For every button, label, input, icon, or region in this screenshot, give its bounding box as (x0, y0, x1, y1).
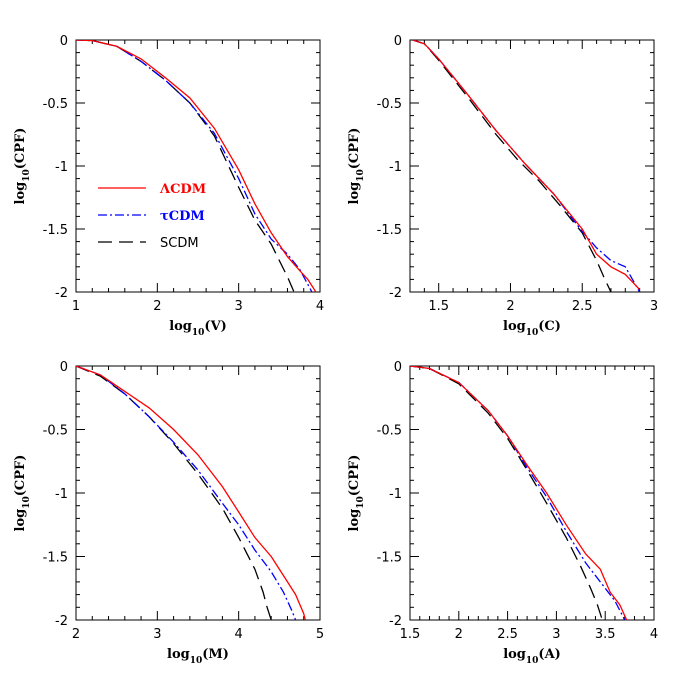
x-tick-label: 3 (552, 627, 560, 642)
series-line-lcdm (410, 366, 628, 620)
x-tick-label: 3 (235, 299, 243, 314)
legend: ΛCDM τCDM SCDM (98, 182, 206, 251)
y-tick-label: 0 (394, 360, 402, 375)
y-tick-label: -1.5 (43, 551, 68, 566)
plot-frame (409, 39, 655, 293)
y-tick-label: -2 (55, 286, 68, 301)
x-tick-label: 3 (153, 627, 161, 642)
x-axis-label: log10(M) (167, 647, 229, 666)
series-line-lcdm (76, 40, 317, 292)
y-tick-label: 0 (394, 34, 402, 49)
x-tick-label: 4 (650, 627, 658, 642)
y-tick-label: -2 (55, 614, 68, 629)
x-tick-label: 2 (455, 627, 463, 642)
y-axis-label: log10(CPF) (13, 455, 32, 532)
x-tick-label: 1.5 (400, 627, 421, 642)
y-tick-label: -2 (389, 614, 402, 629)
series-line-lcdm (76, 366, 307, 620)
x-axis-label: log10(A) (503, 647, 561, 666)
y-tick-label: -1.5 (377, 223, 402, 238)
y-axis-label: log10(CPF) (347, 455, 366, 532)
y-tick-label: -0.5 (377, 424, 402, 439)
y-tick-label: -0.5 (43, 97, 68, 112)
y-tick-label: -2 (389, 286, 402, 301)
x-tick-label: 4 (316, 299, 324, 314)
y-axis-label: log10(CPF) (347, 128, 366, 205)
y-tick-label: -0.5 (43, 424, 68, 439)
y-tick-label: -0.5 (377, 97, 402, 112)
x-tick-label: 4 (235, 627, 243, 642)
chart-panel-3: 2 3 4 5 0 -0.5 -1 -1.5 -2 log10(M) log10(CPF) (13, 360, 324, 666)
y-tick-label: 0 (60, 360, 68, 375)
plot-frame (75, 365, 321, 621)
x-tick-label: 2 (506, 299, 514, 314)
x-tick-label: 5 (316, 627, 324, 642)
y-tick-label: 0 (60, 34, 68, 49)
chart-panel-2: 1.5 2 2.5 3 0 -0.5 -1 -1.5 -2 log10(C) log10(CPF) (347, 34, 658, 338)
y-tick-label: -1.5 (377, 551, 402, 566)
series-line-lcdm (412, 40, 641, 290)
chart-panel-1: 1 2 3 4 0 -0.5 -1 -1.5 -2 log10(V) log10(CPF) ΛCDM τ… (13, 34, 324, 338)
series-line-tcdm (76, 40, 313, 292)
y-tick-label: -1 (55, 160, 68, 175)
x-tick-label: 1 (72, 299, 80, 314)
series-line-scdm (76, 366, 272, 620)
y-tick-label: -1 (55, 487, 68, 502)
plot-frame (409, 365, 655, 621)
legend-label: τCDM (160, 209, 205, 224)
series-line-scdm (410, 366, 603, 620)
series-line-tcdm (412, 40, 641, 292)
x-tick-label: 2 (153, 299, 161, 314)
x-axis-label: log10(C) (503, 319, 561, 338)
series-line-scdm (412, 40, 612, 292)
series-line-scdm (76, 40, 295, 292)
y-axis-label: log10(CPF) (13, 128, 32, 205)
series-line-tcdm (410, 366, 626, 620)
y-tick-label: -1 (389, 487, 402, 502)
y-tick-label: -1 (389, 160, 402, 175)
y-tick-label: -1.5 (43, 223, 68, 238)
x-tick-label: 2 (72, 627, 80, 642)
chart-panel-4: 1.5 2 2.5 3 3.5 4 0 -0.5 -1 -1.5 -2 log10(A) log10(C… (347, 360, 658, 666)
plot-frame (75, 39, 321, 293)
x-axis-label: log10(V) (169, 319, 227, 338)
legend-label: ΛCDM (159, 182, 206, 197)
x-tick-label: 1.5 (428, 299, 449, 314)
x-tick-label: 3.5 (595, 627, 616, 642)
legend-label: SCDM (160, 236, 199, 251)
x-tick-label: 2.5 (572, 299, 593, 314)
x-tick-label: 2.5 (497, 627, 518, 642)
series-line-tcdm (76, 366, 297, 620)
x-tick-label: 3 (650, 299, 658, 314)
